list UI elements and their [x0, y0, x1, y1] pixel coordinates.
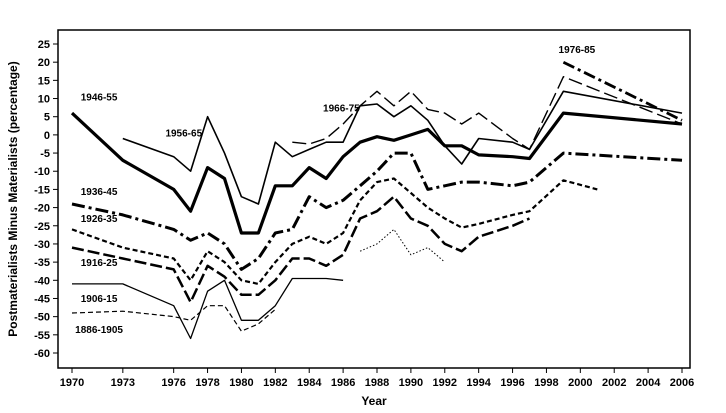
series-line-3 [71, 195, 530, 304]
y-tick-label: 20 [38, 57, 50, 69]
series-line-5 [71, 151, 683, 271]
cohort-label-6: 1916-25 [81, 258, 118, 269]
x-tick-label: 1976 [161, 377, 185, 389]
y-tick-label: -45 [34, 293, 50, 305]
cohort-label-4: 1936-45 [81, 187, 118, 198]
series-line-8 [292, 76, 683, 151]
cohort-labels: 1946-55 1956-65 1966-75 1976-85 1936-45 1926-… [75, 45, 596, 336]
y-tick-label: -15 [34, 184, 50, 196]
x-tick-label: 1984 [297, 377, 322, 389]
series-lines [70, 60, 683, 340]
series-line-7 [122, 90, 683, 205]
cohort-label-8: 1886-1905 [75, 325, 123, 336]
series-line-1 [359, 228, 446, 263]
series-line-6 [70, 111, 683, 235]
x-tick-label: 1992 [433, 377, 457, 389]
cohort-label-2: 1966-75 [323, 103, 360, 114]
y-tick-label: -60 [34, 348, 50, 360]
x-tick-label: 1990 [399, 377, 423, 389]
axis-ticks: 1970 1973 1976 1978 1980 1982 1984 1986 1988 1990… [34, 39, 694, 389]
x-tick-label: 2004 [636, 377, 661, 389]
cohort-label-1: 1956-65 [165, 129, 202, 140]
x-axis-title: Year [361, 394, 387, 408]
plot-frame [57, 29, 691, 369]
x-tick-label: 1994 [466, 377, 491, 389]
cohort-label-7: 1906-15 [81, 294, 118, 305]
x-tick-label: 2000 [568, 377, 592, 389]
y-tick-label: 0 [44, 130, 50, 142]
y-tick-label: -5 [40, 148, 50, 160]
x-tick-label: 1973 [111, 377, 135, 389]
y-tick-label: -25 [34, 221, 50, 233]
x-tick-label: 1996 [500, 377, 524, 389]
x-tick-label: 2006 [670, 377, 694, 389]
series-line-9 [562, 60, 683, 122]
cohort-label-3: 1976-85 [559, 45, 596, 56]
x-tick-label: 1982 [263, 377, 287, 389]
x-tick-label: 1978 [195, 377, 219, 389]
series-line-0 [71, 305, 276, 332]
y-tick-label: -50 [34, 312, 50, 324]
y-tick-label: -40 [34, 275, 50, 287]
x-tick-label: 1998 [534, 377, 558, 389]
x-tick-label: 1986 [331, 377, 355, 389]
cohort-label-5: 1926-35 [81, 214, 118, 225]
x-tick-label: 1970 [60, 377, 84, 389]
x-tick-label: 2002 [602, 377, 626, 389]
y-tick-label: -55 [34, 330, 50, 342]
y-tick-label: -35 [34, 257, 50, 269]
y-tick-label: 25 [38, 39, 50, 51]
y-tick-label: 10 [38, 94, 50, 106]
y-tick-label: 15 [38, 75, 50, 87]
y-tick-label: -20 [34, 203, 50, 215]
x-tick-label: 1988 [365, 377, 389, 389]
cohort-label-0: 1946-55 [81, 92, 118, 103]
y-tick-label: 5 [44, 112, 50, 124]
y-tick-label: -30 [34, 239, 50, 251]
y-tick-label: -10 [34, 166, 50, 178]
y-axis-title: Postmaterialists Minus Materialists (per… [6, 61, 20, 336]
series-line-4 [71, 177, 598, 285]
series-line-2 [72, 277, 344, 340]
x-tick-label: 1980 [229, 377, 253, 389]
